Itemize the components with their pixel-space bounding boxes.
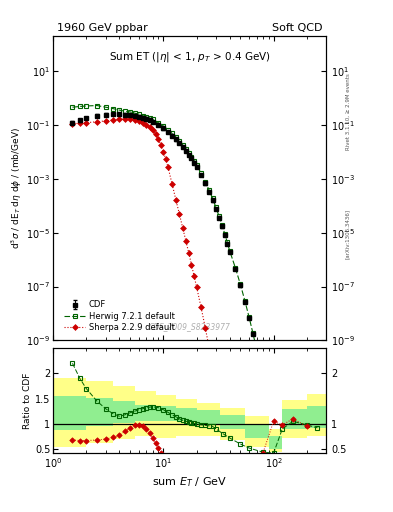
Sherpa 2.2.9 default [156, 136, 161, 142]
Sherpa 2.2.9 default [207, 345, 211, 351]
Sherpa 2.2.9 default [128, 116, 132, 122]
Sherpa 2.2.9 default [227, 472, 232, 478]
Sherpa 2.2.9 default [177, 211, 182, 218]
Sherpa 2.2.9 default [144, 122, 149, 128]
Sherpa 2.2.9 default [140, 120, 145, 126]
Sherpa 2.2.9 default [170, 181, 174, 187]
Herwig 7.2.1 default [192, 158, 196, 164]
Sherpa 2.2.9 default [165, 164, 170, 170]
Sherpa 2.2.9 default [161, 148, 166, 155]
Sherpa 2.2.9 default [163, 156, 168, 162]
Sherpa 2.2.9 default [194, 284, 199, 290]
Sherpa 2.2.9 default [111, 117, 116, 123]
Herwig 7.2.1 default [70, 104, 75, 110]
Text: Rivet 3.1.10, ≥ 2.9M events: Rivet 3.1.10, ≥ 2.9M events [345, 74, 350, 151]
Text: Sum ET ($|\eta|$ < 1, $p_T$ > 0.4 GeV): Sum ET ($|\eta|$ < 1, $p_T$ > 0.4 GeV) [109, 50, 270, 63]
Sherpa 2.2.9 default [221, 431, 226, 437]
Herwig 7.2.1 default [111, 105, 116, 112]
Sherpa 2.2.9 default [123, 116, 127, 122]
Sherpa 2.2.9 default [174, 197, 178, 203]
Y-axis label: d$^3\sigma$ / dE$_T$ d$\eta$ d$\phi$ / (mb/GeV): d$^3\sigma$ / dE$_T$ d$\eta$ d$\phi$ / (… [9, 127, 24, 249]
Line: Herwig 7.2.1 default: Herwig 7.2.1 default [70, 103, 320, 512]
Text: [arXiv:1306.3436]: [arXiv:1306.3436] [345, 209, 350, 259]
Sherpa 2.2.9 default [150, 127, 155, 134]
Sherpa 2.2.9 default [153, 132, 158, 138]
Sherpa 2.2.9 default [186, 250, 191, 256]
Sherpa 2.2.9 default [147, 124, 152, 130]
Sherpa 2.2.9 default [217, 403, 221, 410]
Sherpa 2.2.9 default [70, 121, 75, 127]
Sherpa 2.2.9 default [84, 120, 88, 126]
Herwig 7.2.1 default [222, 230, 227, 237]
Sherpa 2.2.9 default [77, 120, 82, 126]
Sherpa 2.2.9 default [103, 118, 108, 124]
Sherpa 2.2.9 default [192, 273, 196, 279]
X-axis label: sum $E_T$ / GeV: sum $E_T$ / GeV [152, 475, 227, 489]
Herwig 7.2.1 default [95, 102, 99, 109]
Sherpa 2.2.9 default [117, 116, 122, 122]
Sherpa 2.2.9 default [184, 238, 188, 244]
Legend: CDF, Herwig 7.2.1 default, Sherpa 2.2.9 default: CDF, Herwig 7.2.1 default, Sherpa 2.2.9 … [63, 299, 176, 333]
Text: CDF_2009_S8233977: CDF_2009_S8233977 [149, 323, 231, 331]
Sherpa 2.2.9 default [199, 304, 204, 310]
Sherpa 2.2.9 default [180, 225, 185, 231]
Sherpa 2.2.9 default [203, 325, 208, 331]
Y-axis label: Ratio to CDF: Ratio to CDF [23, 372, 32, 429]
Herwig 7.2.1 default [217, 213, 221, 219]
Sherpa 2.2.9 default [136, 118, 141, 124]
Sherpa 2.2.9 default [210, 365, 215, 371]
Sherpa 2.2.9 default [213, 384, 218, 390]
Sherpa 2.2.9 default [189, 262, 194, 268]
Sherpa 2.2.9 default [95, 119, 99, 125]
Line: Sherpa 2.2.9 default: Sherpa 2.2.9 default [70, 117, 309, 512]
Sherpa 2.2.9 default [132, 117, 137, 123]
Text: 1960 GeV ppbar: 1960 GeV ppbar [57, 23, 148, 33]
Sherpa 2.2.9 default [158, 142, 163, 148]
Herwig 7.2.1 default [174, 134, 178, 140]
Text: Soft QCD: Soft QCD [272, 23, 322, 33]
